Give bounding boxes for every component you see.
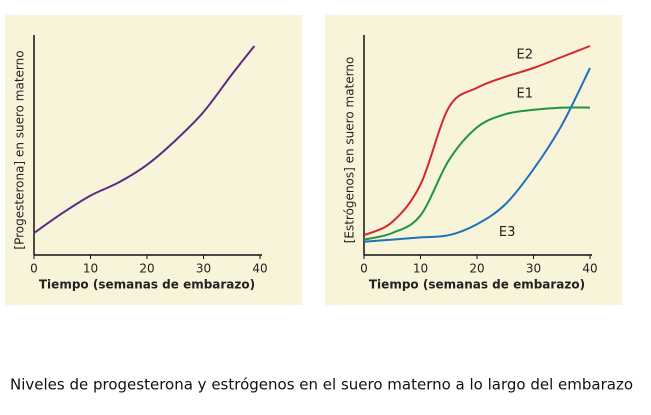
x-tick-label: 30: [526, 262, 541, 276]
x-tick-label: 40: [582, 262, 597, 276]
x-tick-label: 20: [139, 262, 154, 276]
x-tick-label: 30: [196, 262, 211, 276]
x-tick-label: 0: [30, 262, 38, 276]
y-axis-label: [Estrógenos] en suero materno: [343, 57, 357, 244]
line: [33, 45, 256, 234]
line: [363, 67, 591, 243]
x-tick-label: 10: [413, 262, 428, 276]
panel: [325, 15, 622, 305]
x-axis-label: Tiempo (semanas de embarazo): [369, 278, 585, 292]
x-tick-label: 20: [469, 262, 484, 276]
series-label: E2: [517, 47, 534, 62]
y-axis-label: [Progesterona] en suero materno: [13, 50, 27, 249]
x-axis-label: Tiempo (semanas de embarazo): [39, 278, 255, 292]
x-tick-label: 40: [252, 262, 267, 276]
x-tick-label: 10: [83, 262, 98, 276]
series-label: E1: [517, 87, 534, 102]
caption: Niveles de progesterona y estrógenos en …: [10, 376, 633, 394]
x-tick-label: 0: [360, 262, 368, 276]
line: [363, 45, 591, 237]
series-label: E3: [499, 225, 516, 240]
line: [363, 106, 591, 241]
